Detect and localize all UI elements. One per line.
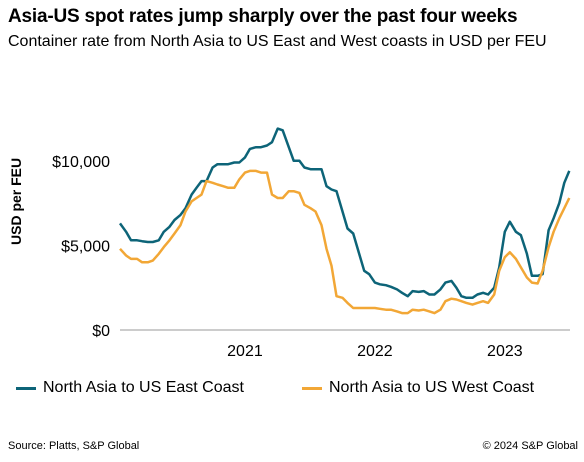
chart-legend: North Asia to US East Coast North Asia t…	[0, 379, 584, 399]
copyright-note: © 2024 S&P Global	[482, 440, 578, 452]
x-tick-label: 2023	[487, 343, 523, 360]
x-tick-labels: 2021 2022 2023	[227, 343, 523, 360]
y-tick-labels: $0 $5,000 $10,000	[52, 154, 110, 340]
source-note: Source: Platts, S&P Global	[8, 440, 140, 452]
legend-item-west: North Asia to US West Coast	[302, 379, 534, 397]
y-tick-label: $5,000	[61, 238, 110, 255]
legend-swatch-east	[16, 386, 36, 390]
series-lines	[118, 127, 571, 315]
legend-item-east: North Asia to US East Coast	[16, 379, 244, 397]
legend-swatch-west	[302, 386, 322, 390]
chart-subtitle: Container rate from North Asia to US Eas…	[8, 33, 547, 50]
legend-label-west: North Asia to US West Coast	[329, 379, 535, 396]
series-line-east-coast	[118, 127, 571, 300]
legend-label-east: North Asia to US East Coast	[43, 379, 244, 396]
x-tick-label: 2022	[357, 343, 393, 360]
chart-title: Asia-US spot rates jump sharply over the…	[8, 6, 518, 27]
y-tick-label: $0	[92, 323, 110, 340]
series-line-west-coast	[119, 169, 571, 315]
y-tick-label: $10,000	[52, 154, 110, 171]
x-tick-label: 2021	[227, 343, 263, 360]
